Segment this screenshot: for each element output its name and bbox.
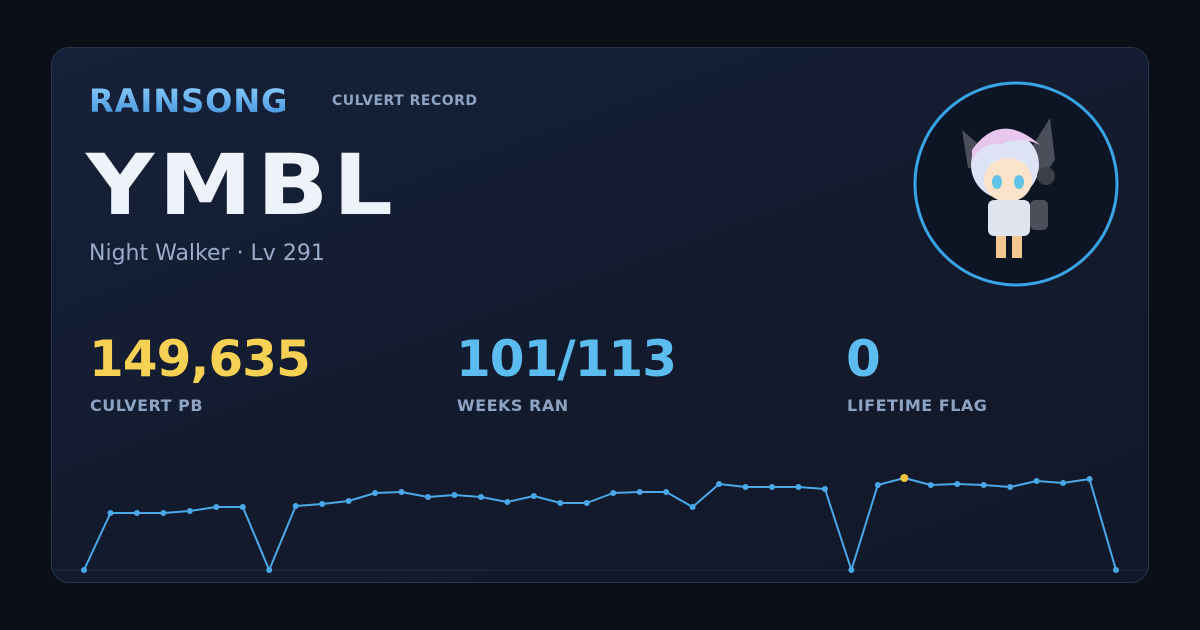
point (504, 498, 511, 505)
point (425, 493, 431, 500)
sparkline (83, 477, 1117, 571)
point (769, 483, 775, 490)
tag: CULVERT RECORD (332, 93, 478, 109)
point (980, 481, 987, 488)
point (557, 499, 564, 506)
point (1060, 479, 1067, 486)
point (1033, 477, 1040, 484)
player-name: YMBL (86, 136, 398, 234)
point (1007, 483, 1014, 490)
point (663, 488, 670, 495)
point (133, 509, 140, 516)
point (398, 488, 405, 495)
point (795, 483, 802, 490)
avatar (913, 81, 1119, 287)
stat-label: CULVERT PB (90, 396, 204, 415)
point (954, 480, 961, 487)
stat-value: 149,635 (89, 330, 311, 388)
stat-label: WEEKS RAN (457, 396, 569, 415)
stat-label: LIFETIME FLAG (847, 396, 988, 415)
class-level: Night Walker · Lv 291 (89, 241, 325, 266)
point (160, 509, 167, 516)
point (530, 492, 537, 499)
point (107, 509, 114, 516)
point (874, 481, 881, 488)
point (821, 485, 828, 492)
point (477, 493, 484, 500)
point (583, 499, 590, 506)
point (848, 567, 855, 573)
point (239, 503, 246, 510)
point (636, 488, 643, 495)
point (292, 502, 299, 509)
point (213, 503, 220, 510)
point (186, 508, 193, 515)
point (689, 503, 696, 510)
point (266, 567, 273, 573)
point (610, 489, 617, 496)
point (742, 483, 749, 490)
brand: RAINSONG (89, 82, 289, 120)
stat-value: 101/113 (456, 330, 677, 388)
point (1086, 475, 1093, 482)
point (81, 567, 87, 573)
point (372, 489, 379, 496)
point (319, 500, 326, 507)
point (451, 491, 458, 498)
point (345, 497, 352, 504)
point (716, 480, 723, 487)
best-point (900, 474, 909, 482)
stat-value: 0 (846, 330, 881, 388)
point (1113, 567, 1119, 573)
point (927, 481, 934, 488)
